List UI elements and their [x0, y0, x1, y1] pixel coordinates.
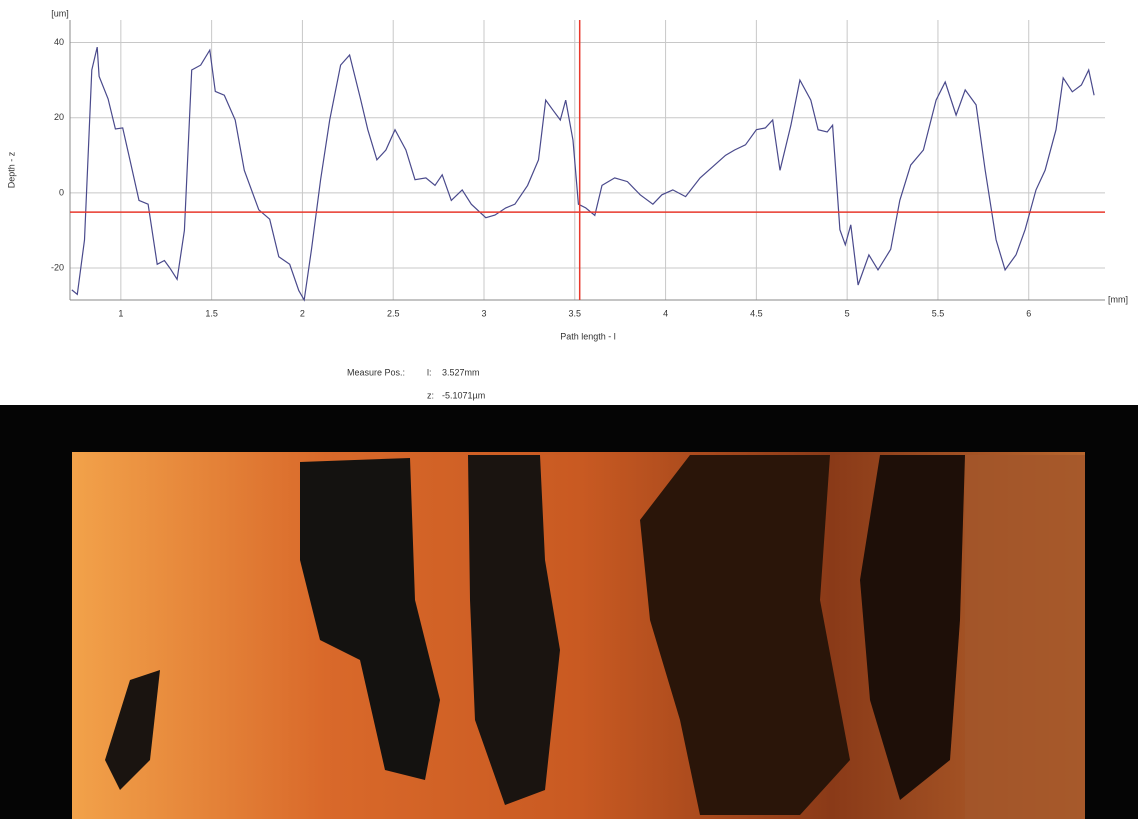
x-tick-label: 4.5 [750, 308, 763, 318]
x-tick-label: 3 [481, 308, 486, 318]
x-tick-label: 1.5 [205, 308, 218, 318]
edge-region [965, 455, 1085, 819]
dark-region [105, 670, 160, 790]
measure-l: 3.527mm [442, 367, 480, 377]
measure-label: Measure Pos.: [347, 367, 405, 377]
y-tick-label: 40 [54, 37, 64, 47]
y-unit: [um] [51, 8, 69, 18]
measure-z: -5.1071µm [442, 390, 485, 400]
dark-region [860, 455, 965, 800]
x-tick-label: 5 [845, 308, 850, 318]
x-tick-label: 3.5 [569, 308, 582, 318]
x-tick-label: 2 [300, 308, 305, 318]
measure-l-key: l: [427, 367, 432, 377]
x-tick-label: 6 [1026, 308, 1031, 318]
y-tick-label: -20 [51, 262, 64, 272]
x-tick-label: 5.5 [932, 308, 945, 318]
dark-region [640, 455, 850, 815]
x-tick-label: 4 [663, 308, 668, 318]
dark-region [468, 455, 560, 805]
profile-line [71, 46, 1095, 302]
y-tick-label: 20 [54, 112, 64, 122]
x-axis-label: Path length - l [560, 331, 616, 341]
x-unit: [mm] [1108, 294, 1128, 304]
dark-region [300, 458, 440, 780]
x-tick-label: 1 [118, 308, 123, 318]
y-axis-label: Depth - z [6, 151, 16, 188]
micrograph [0, 405, 1138, 819]
x-tick-label: 2.5 [387, 308, 400, 318]
y-tick-label: 0 [59, 187, 64, 197]
measure-z-key: z: [427, 390, 434, 400]
